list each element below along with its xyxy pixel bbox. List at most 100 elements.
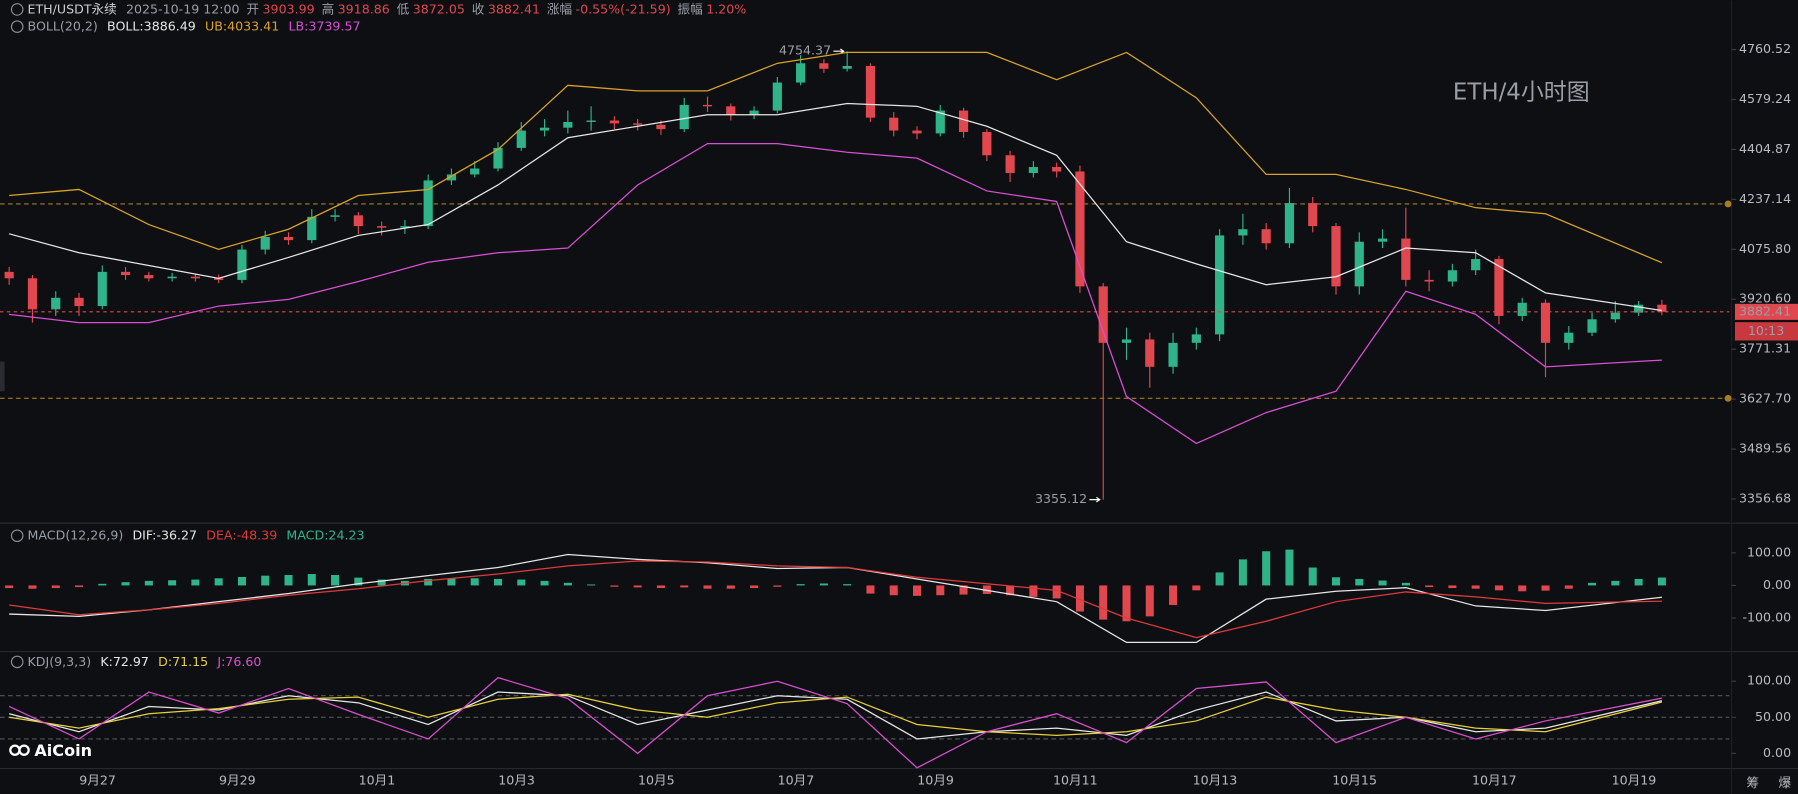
candle-body [796, 63, 806, 83]
y-tick-label: 4579.24 [1739, 91, 1791, 106]
macd-bar [51, 585, 60, 589]
indicator-name: MACD(12,26,9) [28, 527, 124, 542]
candle-body [470, 168, 480, 175]
x-tick-label: 10月9 [917, 773, 954, 788]
macd-bar [1378, 580, 1387, 586]
macd-bar [959, 585, 968, 595]
legend-entry: J:76.60 [216, 653, 261, 668]
candle-body [1587, 319, 1597, 333]
indicator-line [9, 51, 1663, 264]
candle-body [539, 127, 550, 131]
toolbar-button[interactable]: 筹 [1746, 775, 1759, 790]
candle-body [749, 110, 759, 115]
candle-body [1634, 304, 1644, 313]
toolbar-button[interactable]: 爆 [1779, 775, 1792, 790]
side-handle[interactable] [0, 361, 5, 392]
low-arrow [1089, 496, 1101, 503]
candle-body [1215, 235, 1225, 335]
field-value: 3882.41 [488, 1, 540, 16]
macd-bar [1215, 572, 1224, 586]
y-tick-label: 100.00 [1747, 673, 1791, 688]
candle-body [702, 104, 713, 107]
macd-bar [1006, 585, 1015, 596]
macd-bar [1471, 585, 1480, 589]
indicator-line [9, 693, 1663, 737]
collapse-icon[interactable] [10, 655, 24, 669]
y-tick-label: 0.00 [1763, 577, 1791, 592]
high-label: 4754.37 [779, 43, 831, 58]
macd-bar [563, 582, 572, 586]
macd-bar [470, 578, 479, 586]
x-tick-label: 9月29 [219, 773, 256, 788]
candle-body [912, 130, 922, 134]
macd-bar [74, 585, 84, 588]
y-tick-label: 3920.60 [1739, 291, 1791, 306]
symbol: ETH/USDT永续 [28, 1, 118, 16]
indicator-line [9, 553, 1662, 644]
countdown: 10:13 [1748, 323, 1784, 338]
indicator-line [9, 102, 1662, 312]
field-label: 振幅 [678, 1, 703, 16]
macd-bar [750, 585, 759, 589]
macd-bar [447, 578, 456, 586]
candle-body [1261, 229, 1271, 244]
field-value: 3903.99 [263, 1, 315, 16]
legend-entry: K:72.97 [100, 653, 149, 668]
macd-bar [307, 574, 316, 586]
x-tick-label: 9月27 [79, 773, 116, 788]
field-label: 收 [472, 1, 485, 16]
macd-bar [982, 585, 991, 594]
candle-body [958, 110, 969, 132]
y-tick-label: 3771.31 [1739, 341, 1791, 356]
macd-bar [889, 585, 898, 596]
y-tick-label: 4237.14 [1739, 191, 1791, 206]
macd-bar [1611, 580, 1620, 586]
macd-bar [587, 584, 596, 586]
candle-body [1377, 238, 1388, 242]
macd-bar [1401, 582, 1410, 586]
macd-bar [144, 580, 153, 586]
candle-body [1284, 203, 1295, 244]
macd-bar [493, 578, 503, 586]
x-tick-label: 10月11 [1053, 773, 1098, 788]
candle-body [1540, 302, 1551, 343]
macd-bar [703, 585, 712, 589]
macd-bar [377, 579, 386, 586]
macd-bar [773, 585, 782, 587]
candle-body [982, 131, 992, 156]
y-tick-label: -100.00 [1742, 610, 1791, 625]
x-tick-label: 10月3 [498, 773, 535, 788]
candle-body [190, 276, 200, 279]
macd-bar [819, 583, 828, 586]
indicator-line [9, 691, 1663, 740]
candle-body [1121, 339, 1132, 343]
collapse-icon[interactable] [10, 3, 24, 16]
macd-bar [1075, 585, 1084, 612]
macd-bar [633, 585, 642, 588]
x-tick-label: 10月7 [778, 773, 815, 788]
macd-bar [331, 575, 340, 586]
y-tick-label: 50.00 [1755, 709, 1791, 724]
macd-bar [237, 576, 246, 586]
x-tick-label: 10月17 [1472, 773, 1517, 788]
candle-body [656, 124, 666, 130]
candle-body [1657, 304, 1667, 312]
candle-body [726, 106, 736, 115]
candle-body [865, 66, 876, 118]
macd-bar [214, 578, 223, 586]
candle-body [1424, 279, 1434, 282]
collapse-icon[interactable] [10, 20, 24, 33]
field-value: 3872.05 [413, 1, 465, 16]
y-tick-label: 100.00 [1747, 544, 1791, 559]
legend-entry: UB:4033.41 [205, 18, 279, 33]
candle-body [214, 278, 224, 280]
y-tick-label: 3356.68 [1739, 491, 1791, 506]
candle-body [1401, 238, 1411, 280]
collapse-icon[interactable] [10, 529, 24, 543]
macd-bar [5, 585, 14, 589]
candle-body [1564, 332, 1574, 343]
candle-body [377, 226, 387, 228]
candle-body [1494, 259, 1504, 316]
macd-bar [121, 582, 130, 586]
field-label: 低 [397, 1, 410, 16]
